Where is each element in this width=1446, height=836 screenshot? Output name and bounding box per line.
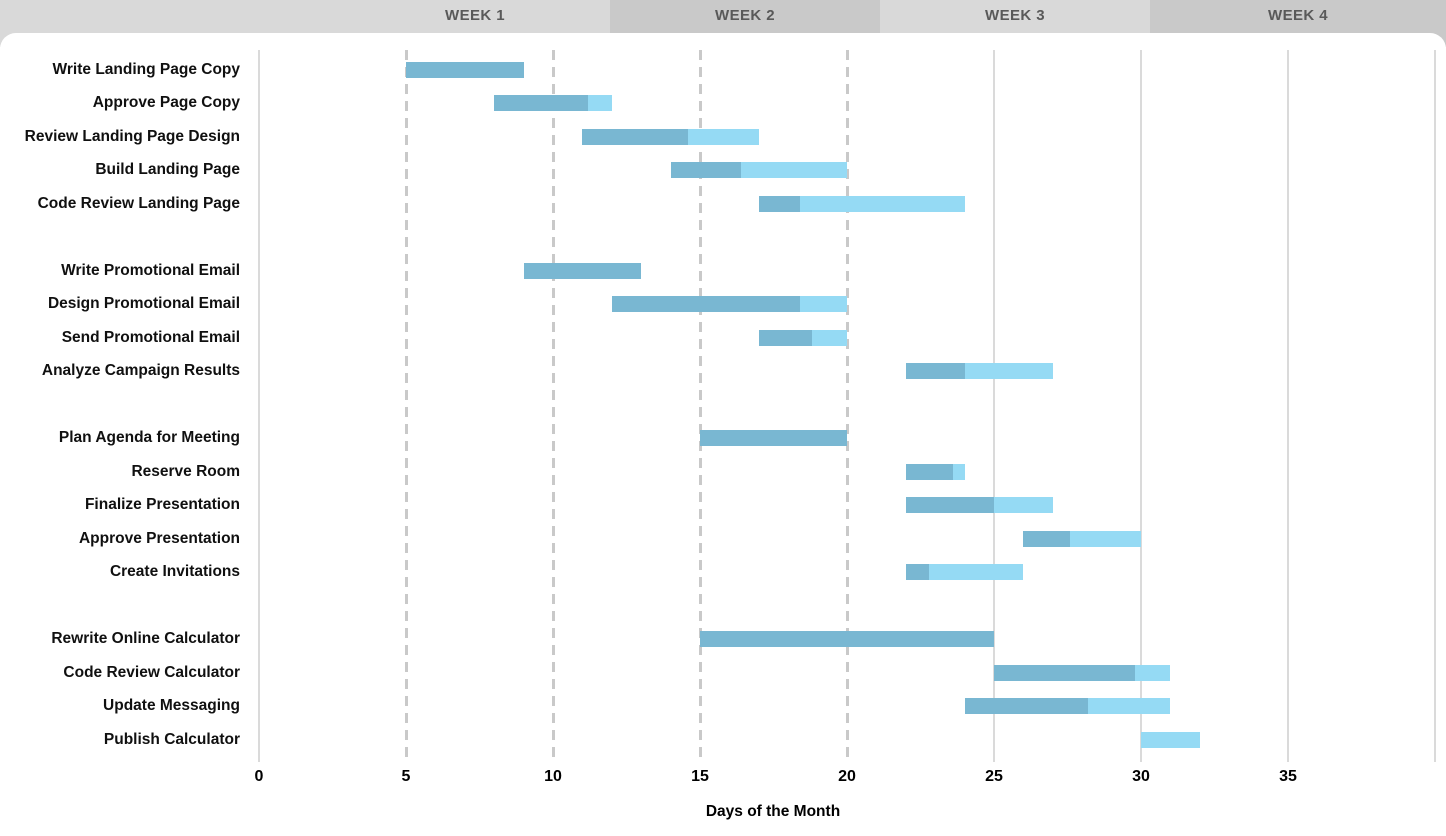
task-row: Publish Calculator [0,723,1446,757]
gantt-bar-complete-segment [905,564,930,581]
gantt-bar-complete-segment [494,95,589,112]
task-row: Design Promotional Email [0,288,1446,322]
gantt-bar-complete-segment [523,262,642,279]
task-label: Build Landing Page [95,161,240,179]
gantt-bar[interactable] [905,463,965,480]
gantt-bar[interactable] [611,296,847,313]
task-label: Update Messaging [103,697,240,715]
task-row: Build Landing Page [0,154,1446,188]
gantt-bar[interactable] [905,363,1053,380]
task-row: Analyze Campaign Results [0,355,1446,389]
task-label: Write Landing Page Copy [52,60,240,78]
gridline-day-25 [993,50,995,762]
x-tick-label-30: 30 [1132,768,1150,785]
task-row: Code Review Landing Page [0,187,1446,221]
task-row: Create Invitations [0,556,1446,590]
gantt-bar-complete-segment [700,631,994,648]
task-label: Approve Presentation [78,529,240,547]
gantt-bar-complete-segment [905,497,994,514]
gridline-day-10 [551,50,555,762]
task-row: Reserve Room [0,455,1446,489]
x-tick-label-20: 20 [838,768,856,785]
gantt-bar-complete-segment [758,195,800,212]
gantt-bar-complete-segment [905,463,953,480]
x-axis-title: Days of the Month [705,803,841,820]
gridline-day-15 [698,50,702,762]
x-tick-label-0: 0 [254,768,264,785]
week-header-row: WEEK 1 WEEK 2 WEEK 3 WEEK 4 [0,0,1446,47]
task-label: Finalize Presentation [84,496,240,514]
gantt-bar-complete-segment [700,430,847,447]
gantt-bar[interactable] [494,95,612,112]
task-row: Finalize Presentation [0,489,1446,523]
x-tick-label-25: 25 [985,768,1003,785]
spacer-row [0,221,1446,255]
gantt-bar-complete-segment [582,128,689,145]
task-row: Rewrite Online Calculator [0,623,1446,657]
task-label: Write Promotional Email [61,261,240,279]
gantt-bar[interactable] [1141,731,1200,748]
task-row: Send Promotional Email [0,321,1446,355]
gantt-bar[interactable] [964,698,1171,715]
gridline-day-35 [1287,50,1289,762]
x-tick-label-15: 15 [691,768,709,785]
gantt-bar-complete-segment [994,664,1136,681]
gantt-bar[interactable] [523,262,642,279]
x-tick-label-10: 10 [544,768,562,785]
task-row: Write Promotional Email [0,254,1446,288]
gantt-bar-complete-segment [905,363,965,380]
task-label: Code Review Landing Page [37,194,240,212]
x-tick-label-5: 5 [401,768,411,785]
task-label: Code Review Calculator [63,663,240,681]
gantt-bar[interactable] [670,162,847,179]
task-label: Reserve Room [131,462,240,480]
week-band-label: WEEK 2 [715,7,775,24]
gantt-bar[interactable] [994,664,1171,681]
task-label: Analyze Campaign Results [41,362,240,380]
gridline-day-20 [845,50,849,762]
task-row: Update Messaging [0,690,1446,724]
x-tick-label-35: 35 [1279,768,1297,785]
task-label: Plan Agenda for Meeting [58,429,240,447]
gridline-day-30 [1140,50,1142,762]
gridline-day-5 [404,50,408,762]
gantt-bar[interactable] [1023,530,1141,547]
task-label: Send Promotional Email [61,328,240,346]
gantt-bar[interactable] [905,564,1024,581]
task-label: Design Promotional Email [47,295,240,313]
task-row: Write Landing Page Copy [0,53,1446,87]
gantt-bar[interactable] [758,329,847,346]
gantt-bar[interactable] [582,128,759,145]
task-label: Rewrite Online Calculator [51,630,240,648]
gantt-bar-complete-segment [406,61,524,78]
gantt-bar[interactable] [406,61,524,78]
gantt-bar[interactable] [905,497,1053,514]
task-label: Publish Calculator [103,730,240,748]
gantt-bar-complete-segment [758,329,812,346]
gridline-day-40 [1434,50,1436,762]
gantt-bar-complete-segment [670,162,742,179]
gridline-day-0 [258,50,260,762]
spacer-row [0,388,1446,422]
gantt-bar-complete-segment [611,296,800,313]
task-row: Plan Agenda for Meeting [0,422,1446,456]
gantt-bar-complete-segment [1023,530,1071,547]
task-row: Code Review Calculator [0,656,1446,690]
gantt-bar[interactable] [700,631,994,648]
gantt-bar[interactable] [700,430,847,447]
gantt-bar[interactable] [758,195,965,212]
week-band-label: WEEK 1 [445,7,505,24]
task-row: Approve Presentation [0,522,1446,556]
gantt-bar-complete-segment [964,698,1089,715]
week-band-label: WEEK 3 [985,7,1045,24]
week-band-label: WEEK 4 [1268,7,1328,24]
task-label: Approve Page Copy [92,94,240,112]
task-label: Review Landing Page Design [24,127,240,145]
task-row: Approve Page Copy [0,87,1446,121]
spacer-row [0,589,1446,623]
task-row: Review Landing Page Design [0,120,1446,154]
task-label: Create Invitations [109,563,240,581]
